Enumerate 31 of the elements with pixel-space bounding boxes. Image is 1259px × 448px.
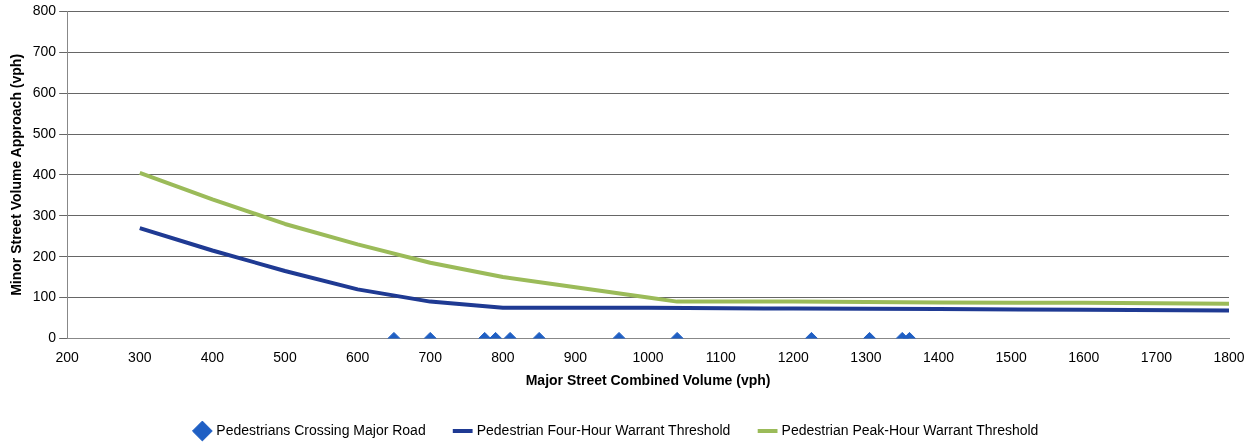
legend-label: Pedestrians Crossing Major Road [216, 421, 426, 438]
y-tick-label: 200 [32, 247, 57, 264]
x-tick-label: 600 [345, 348, 370, 365]
y-tick-label: 800 [32, 2, 57, 19]
y-tick-label: 300 [32, 206, 57, 223]
x-tick-label: 900 [563, 348, 588, 365]
x-tick-label: 1500 [995, 348, 1027, 365]
y-tick-label: 600 [32, 84, 57, 101]
x-tick-label: 500 [273, 348, 297, 365]
x-tick-label: 400 [200, 348, 225, 365]
legend-label: Pedestrian Peak-Hour Warrant Threshold [781, 421, 1039, 438]
x-tick-label: 700 [418, 348, 443, 365]
x-tick-label: 1000 [632, 348, 664, 365]
x-tick-label: 1200 [777, 348, 810, 365]
y-tick-label: 100 [32, 288, 57, 305]
x-tick-label: 1800 [1213, 348, 1245, 365]
y-tick-label: 400 [32, 165, 57, 182]
y-axis-title: Minor Street Volume Approach (vph) [8, 53, 25, 296]
x-tick-label: 200 [55, 348, 80, 365]
x-axis-title: Major Street Combined Volume (vph) [525, 372, 771, 389]
y-tick-label: 0 [48, 329, 57, 346]
x-tick-label: 1700 [1140, 348, 1173, 365]
x-tick-label: 1400 [922, 348, 955, 365]
legend-label: Pedestrian Four-Hour Warrant Threshold [476, 421, 731, 438]
y-tick-label: 500 [32, 124, 57, 141]
x-tick-label: 1100 [705, 348, 736, 365]
x-tick-label: 800 [491, 348, 515, 365]
x-tick-label: 1600 [1068, 348, 1100, 365]
x-tick-label: 300 [128, 348, 152, 365]
x-tick-label: 1300 [850, 348, 882, 365]
y-tick-label: 700 [32, 43, 57, 60]
